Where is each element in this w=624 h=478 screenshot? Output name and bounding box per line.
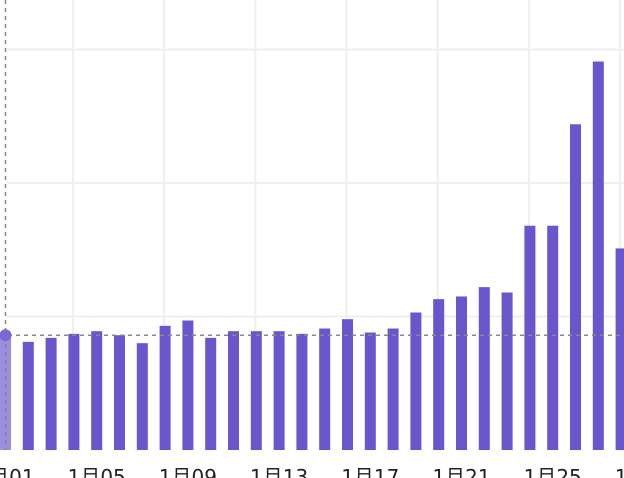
bar-1月27[interactable] (592, 61, 604, 450)
bar-1月04[interactable] (68, 333, 80, 450)
bar-1月13[interactable] (273, 331, 285, 450)
bar-1月21[interactable] (456, 296, 467, 450)
bar-1月17[interactable] (364, 332, 376, 450)
bar-series[interactable] (0, 61, 624, 450)
bar-1月14[interactable] (296, 333, 308, 450)
crosshair-overlay (0, 0, 624, 450)
bar-1月03[interactable] (45, 337, 57, 450)
x-tick-label: 1月05 (68, 465, 126, 478)
bar-1月05[interactable] (91, 331, 103, 450)
bar-1月11[interactable] (228, 331, 239, 450)
x-tick-label: 1月13 (250, 465, 308, 478)
bar-1月18[interactable] (387, 328, 399, 450)
bar-1月25[interactable] (547, 225, 559, 450)
bar-1月26[interactable] (570, 124, 581, 450)
crosshair-dot (0, 329, 12, 342)
bar-1月19[interactable] (410, 312, 422, 450)
bar-1月28[interactable] (615, 248, 624, 450)
bar-1月12[interactable] (250, 331, 262, 450)
bar-1月22[interactable] (478, 287, 490, 450)
x-tick-label: 1月21 (432, 465, 490, 478)
x-tick-label: 1月01 (0, 465, 35, 478)
bar-1月09[interactable] (182, 320, 194, 450)
bar-1月16[interactable] (342, 319, 353, 450)
bar-1月20[interactable] (433, 299, 445, 450)
bar-1月24[interactable] (524, 225, 536, 450)
x-tick-label: 1月17 (341, 465, 399, 478)
bar-1月10[interactable] (205, 337, 217, 450)
bar-1月06[interactable] (114, 335, 125, 450)
x-tick-label: 1月09 (159, 465, 217, 478)
x-axis-tick-labels: 1月01 1月05 1月09 1月13 1月17 1月21 1月25 1月29 (0, 465, 624, 478)
bar-1月07[interactable] (136, 343, 148, 450)
bar-1月02[interactable] (22, 341, 34, 450)
bar-1月15[interactable] (319, 328, 331, 450)
bar-1月23[interactable] (501, 292, 513, 450)
x-tick-label: 1月25 (524, 465, 582, 478)
bar-1月08[interactable] (159, 325, 171, 450)
x-tick-label: 1月29 (615, 465, 624, 478)
